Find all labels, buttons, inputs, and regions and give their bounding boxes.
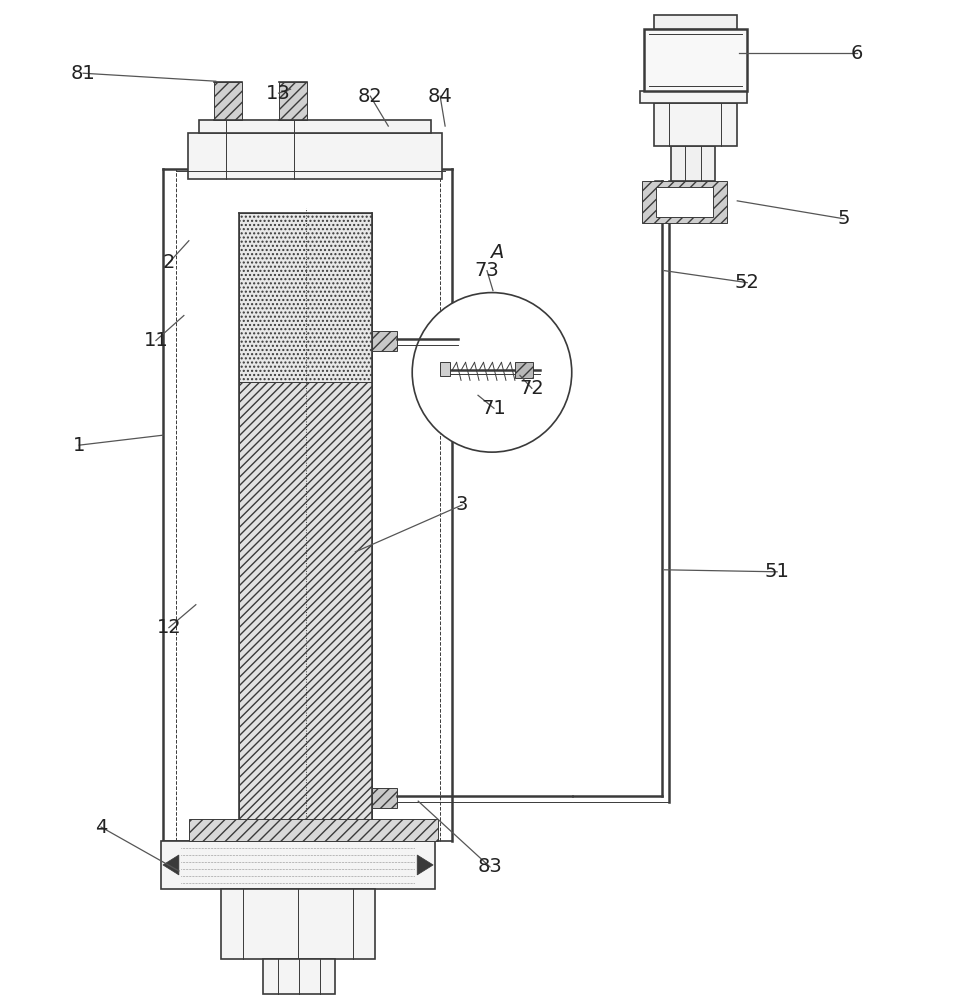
Bar — [213, 82, 241, 120]
Text: 52: 52 — [735, 273, 759, 292]
Bar — [372, 331, 397, 351]
Text: 2: 2 — [163, 253, 175, 272]
Bar — [188, 133, 442, 179]
Text: 1: 1 — [73, 436, 85, 455]
Bar — [238, 382, 372, 821]
Bar — [189, 819, 438, 841]
Bar — [278, 82, 306, 120]
Bar — [639, 91, 746, 103]
Bar — [641, 181, 727, 223]
Text: 6: 6 — [850, 44, 862, 63]
Bar — [653, 103, 736, 146]
Bar — [642, 29, 746, 91]
Text: 73: 73 — [474, 261, 499, 280]
Polygon shape — [163, 855, 178, 875]
Bar — [372, 788, 397, 808]
Bar — [238, 213, 372, 382]
Text: 71: 71 — [481, 399, 506, 418]
Text: 11: 11 — [143, 331, 169, 350]
Text: 72: 72 — [519, 379, 544, 398]
Bar — [515, 362, 532, 378]
Bar — [655, 187, 712, 217]
Text: 5: 5 — [837, 209, 850, 228]
Text: 3: 3 — [455, 495, 468, 514]
Polygon shape — [417, 855, 433, 875]
Bar — [221, 889, 375, 959]
Text: 51: 51 — [764, 562, 789, 581]
Text: 13: 13 — [266, 84, 291, 103]
Bar — [653, 15, 736, 29]
Text: 81: 81 — [71, 64, 95, 83]
Text: 83: 83 — [477, 857, 502, 876]
Text: 4: 4 — [95, 818, 108, 837]
Text: 12: 12 — [156, 618, 181, 637]
Bar — [440, 362, 450, 376]
Text: A: A — [489, 243, 503, 262]
Bar — [671, 146, 714, 181]
Text: 84: 84 — [427, 87, 452, 106]
Bar — [161, 841, 435, 889]
Bar — [199, 120, 430, 133]
Text: 82: 82 — [358, 87, 383, 106]
Circle shape — [412, 293, 571, 452]
Bar — [263, 959, 335, 994]
